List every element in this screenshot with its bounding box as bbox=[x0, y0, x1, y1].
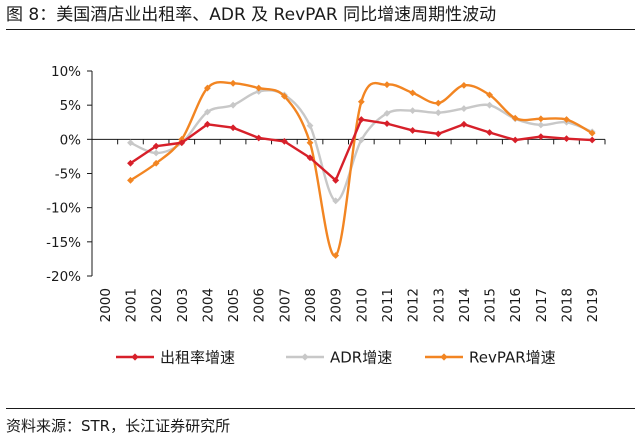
series-revpar-point bbox=[280, 92, 288, 100]
series-adr-point bbox=[204, 108, 211, 116]
series-occupancy-point bbox=[306, 154, 314, 162]
x-tick-label: 2010 bbox=[354, 288, 370, 322]
series-adr-point bbox=[306, 122, 314, 130]
series-occupancy-point bbox=[563, 135, 570, 143]
series-revpar-point bbox=[178, 135, 186, 143]
series-occupancy-point bbox=[434, 130, 442, 138]
legend-label: ADR增速 bbox=[330, 349, 392, 367]
x-tick-label: 2009 bbox=[329, 288, 345, 322]
series-revpar-point bbox=[383, 81, 391, 89]
y-tick-label: -10% bbox=[46, 201, 81, 217]
series-adr-point bbox=[460, 105, 468, 112]
series-revpar-point bbox=[332, 252, 340, 259]
legend-swatch-marker bbox=[131, 353, 139, 361]
series-occupancy-point bbox=[460, 120, 468, 128]
series-adr-point bbox=[383, 109, 391, 117]
series-occupancy-point bbox=[511, 136, 519, 144]
series-occupancy-point bbox=[178, 139, 186, 147]
x-tick-label: 2000 bbox=[98, 288, 114, 322]
series-revpar-point bbox=[204, 84, 211, 92]
series-revpar-line bbox=[129, 80, 593, 257]
x-tick-label: 2013 bbox=[431, 288, 447, 322]
series-adr-point bbox=[409, 107, 417, 115]
x-tick-label: 2012 bbox=[406, 288, 422, 322]
series-revpar-point bbox=[434, 99, 442, 107]
x-tick-label: 2017 bbox=[534, 288, 550, 322]
series-occupancy-point bbox=[255, 134, 263, 142]
series-occupancy-point bbox=[152, 142, 160, 150]
y-tick-label: 0% bbox=[60, 132, 82, 148]
x-tick-label: 2016 bbox=[508, 288, 524, 322]
y-tick-label: -20% bbox=[46, 269, 81, 285]
series-revpar-point bbox=[127, 176, 134, 184]
x-tick-label: 2004 bbox=[200, 288, 216, 322]
series-adr-point bbox=[127, 139, 134, 147]
x-tick-label: 2003 bbox=[175, 288, 191, 322]
x-tick-label: 2006 bbox=[252, 288, 268, 322]
y-tick-label: 10% bbox=[51, 64, 81, 80]
series-occupancy-point bbox=[229, 124, 237, 132]
series-revpar-point bbox=[306, 139, 314, 147]
series-revpar-point bbox=[152, 159, 160, 167]
legend-item: 出租率增速 bbox=[116, 349, 235, 367]
series-occupancy-line bbox=[129, 118, 593, 182]
x-tick-label: 2011 bbox=[380, 288, 396, 322]
x-tick-label: 2002 bbox=[149, 288, 165, 322]
series-adr-point bbox=[357, 136, 365, 144]
series-adr-point bbox=[434, 109, 442, 117]
series-occupancy-point bbox=[537, 133, 545, 140]
x-tick-label: 2001 bbox=[123, 288, 139, 322]
legend-item: ADR增速 bbox=[286, 349, 392, 367]
series-occupancy-point bbox=[280, 137, 288, 145]
legend-swatch-marker bbox=[440, 353, 448, 361]
series-revpar-point bbox=[511, 114, 519, 122]
series-revpar bbox=[127, 79, 596, 259]
series-occupancy-point bbox=[486, 129, 493, 136]
figure-title: 图 8：美国酒店业出租率、ADR 及 RevPAR 同比增速周期性波动 bbox=[6, 2, 635, 30]
y-tick-label: -15% bbox=[46, 235, 81, 251]
y-tick-label: 5% bbox=[60, 98, 82, 114]
legend-item: RevPAR增速 bbox=[425, 349, 556, 367]
series-occupancy-point bbox=[204, 120, 211, 128]
x-tick-label: 2008 bbox=[303, 288, 319, 322]
series-occupancy bbox=[127, 116, 596, 184]
series-revpar-point bbox=[486, 91, 493, 99]
series-occupancy-point bbox=[357, 116, 365, 123]
series-revpar-point bbox=[537, 115, 545, 123]
x-tick-label: 2007 bbox=[277, 288, 293, 322]
x-tick-label: 2014 bbox=[457, 288, 473, 322]
source-note: 资料来源：STR，长江证券研究所 bbox=[6, 408, 635, 436]
series-adr-point bbox=[229, 101, 237, 109]
series-revpar-point bbox=[357, 98, 365, 106]
x-tick-label: 2019 bbox=[585, 288, 601, 322]
series-revpar-point bbox=[460, 81, 468, 89]
series-occupancy-point bbox=[127, 159, 134, 167]
series-occupancy-point bbox=[332, 176, 340, 184]
x-tick-label: 2005 bbox=[226, 288, 242, 322]
series-revpar-point bbox=[229, 79, 237, 87]
series-occupancy-point bbox=[383, 120, 391, 128]
series-adr-point bbox=[255, 88, 263, 95]
series-revpar-point bbox=[255, 84, 263, 92]
series-adr-point bbox=[486, 101, 493, 109]
series-revpar-point bbox=[563, 116, 570, 123]
series-occupancy-point bbox=[588, 136, 596, 144]
series-adr-point bbox=[537, 121, 545, 129]
legend-swatch-marker bbox=[301, 353, 309, 361]
series-revpar-point bbox=[588, 129, 596, 137]
y-tick-label: -5% bbox=[55, 167, 81, 183]
series-adr-point bbox=[332, 197, 340, 205]
series-revpar-point bbox=[409, 89, 417, 97]
series-adr-point bbox=[152, 149, 160, 157]
series-occupancy-point bbox=[409, 127, 417, 134]
x-tick-label: 2018 bbox=[560, 288, 576, 322]
legend-label: 出租率增速 bbox=[160, 349, 235, 367]
legend-label: RevPAR增速 bbox=[469, 349, 556, 367]
series-adr-line bbox=[129, 89, 593, 203]
x-tick-label: 2015 bbox=[483, 288, 499, 322]
